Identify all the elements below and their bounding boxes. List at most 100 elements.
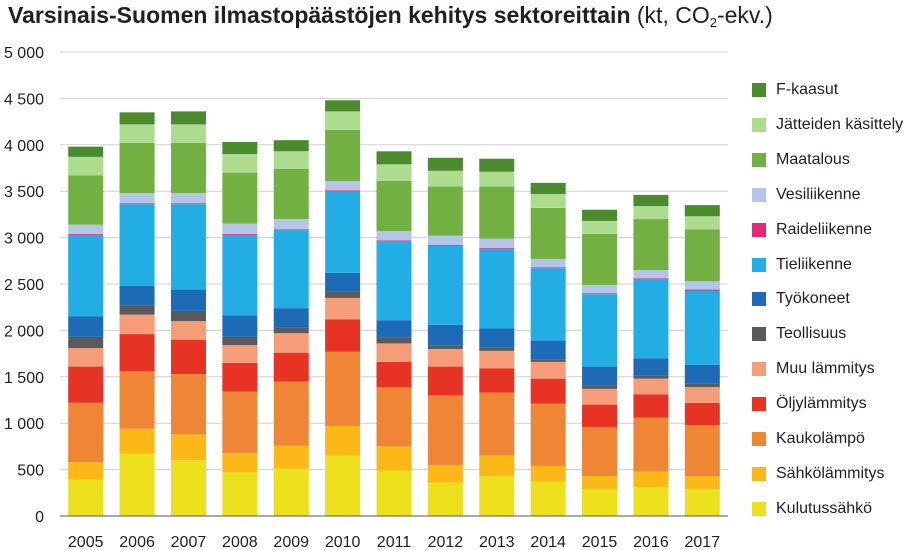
bar-segment — [376, 446, 412, 471]
bar-segment — [582, 404, 618, 427]
bar-segment — [273, 229, 309, 231]
bar-segment — [170, 193, 206, 204]
y-tick-label: 3 000 — [4, 231, 44, 248]
bar-segment — [170, 339, 206, 375]
bar-segment — [170, 204, 206, 290]
bar-segment — [170, 124, 206, 143]
bar-segment — [582, 476, 618, 490]
legend-item: Työkoneet — [752, 289, 850, 309]
bar-segment — [633, 375, 669, 379]
bar-segment — [582, 385, 618, 389]
bar-segment — [684, 229, 720, 282]
legend-swatch — [752, 257, 766, 272]
bar-segment — [427, 170, 463, 187]
legend-swatch — [752, 152, 766, 167]
bar-segment — [68, 479, 104, 516]
legend-label: Kaukolämpö — [776, 430, 865, 447]
bar-segment — [222, 223, 258, 234]
legend-item: Sähkölämmitys — [752, 464, 884, 484]
bar-segment — [68, 233, 104, 235]
legend-swatch — [752, 432, 766, 446]
bar-segment — [325, 180, 361, 191]
bar-segment — [427, 186, 463, 236]
bar-segment — [530, 481, 566, 516]
bar-segment — [376, 240, 412, 242]
legend-item: Maatalous — [752, 150, 850, 170]
bar-segment — [119, 124, 155, 143]
x-tick-label: 2005 — [68, 534, 104, 550]
bar-segment — [273, 151, 309, 169]
bar-segment — [582, 293, 618, 295]
bar-segment — [222, 154, 258, 173]
bar-segment — [273, 445, 309, 469]
legend-label: Raideliikenne — [776, 220, 873, 238]
x-tick-label: 2013 — [479, 534, 515, 550]
legend-item: Vesiliikenne — [752, 185, 861, 205]
bar-segment — [633, 278, 669, 280]
legend-item: Tieliikenne — [752, 255, 852, 275]
bar-segment — [68, 146, 104, 157]
chart-title-unit: (kt, CO2-ekv.) — [636, 2, 773, 30]
bar-segment — [170, 434, 206, 461]
bar-segment — [325, 111, 361, 130]
bar-segment — [170, 142, 206, 194]
bar-segment — [427, 395, 463, 465]
bar-segment — [68, 348, 104, 367]
legend-label: Sähkölämmitys — [776, 464, 885, 482]
legend-label: Maatalous — [776, 150, 850, 168]
chart-title: Varsinais-Suomen ilmastopäästöjen kehity… — [8, 2, 773, 30]
legend-label: Teollisuus — [776, 325, 847, 343]
legend-swatch — [752, 117, 766, 132]
bar-segment — [376, 387, 412, 447]
bar-segment — [68, 224, 104, 234]
bar-segment — [325, 351, 361, 426]
legend-item: Teollisuus — [752, 324, 846, 344]
bar-segment — [684, 289, 720, 291]
legend-label: F-kaasut — [776, 81, 839, 98]
bar-segment — [479, 392, 515, 456]
bar-segment — [119, 371, 155, 429]
bar-segment — [582, 284, 618, 294]
legend-swatch — [752, 466, 766, 481]
legend-label: Työkoneet — [776, 290, 850, 308]
legend-item: F-kaasut — [752, 80, 838, 100]
bar-segment — [273, 352, 309, 382]
x-axis-tick-labels: 2005 2006 2007 2008 2009 2010 2011 2012 2013 2014… — [68, 534, 720, 550]
bar-segment — [222, 172, 258, 224]
x-tick-label: 2008 — [222, 534, 258, 550]
bar-segment — [376, 231, 412, 241]
bar-segment — [530, 267, 566, 269]
legend-swatch — [752, 327, 766, 342]
bar-segment — [633, 417, 669, 472]
bar-segment — [684, 281, 720, 290]
bar-segment — [376, 361, 412, 388]
bar-segment — [530, 193, 566, 208]
bar-segment — [633, 270, 669, 279]
bar-segment — [479, 476, 515, 516]
bar-segment — [479, 347, 515, 351]
bar-segment — [427, 482, 463, 516]
bar-segment — [119, 203, 155, 205]
bar-segment — [582, 220, 618, 234]
legend-swatch — [752, 222, 766, 237]
bar-segment — [325, 100, 361, 112]
bar-segment — [376, 320, 412, 338]
y-tick-label: 1 000 — [4, 416, 44, 433]
bar-segment — [273, 140, 309, 152]
bar-segment — [222, 336, 258, 346]
bar-segment — [273, 219, 309, 230]
bar-segment — [222, 345, 258, 363]
legend-swatch — [752, 83, 766, 97]
bar-segment — [530, 403, 566, 466]
y-tick-label: 1 500 — [4, 370, 44, 387]
bar-segment — [633, 219, 669, 271]
bar-segment — [119, 204, 155, 286]
bar-segment — [479, 186, 515, 239]
stacked-bar-chart: 0 500 1 000 1 500 2 000 2 500 3 000 3 500 4 000 4… — [4, 45, 728, 550]
bar-segment — [684, 216, 720, 230]
bar-segment — [273, 230, 309, 309]
bar-segment — [68, 462, 104, 480]
bar-segment — [119, 142, 155, 194]
bar-segment — [376, 151, 412, 165]
bar-segment — [376, 337, 412, 344]
